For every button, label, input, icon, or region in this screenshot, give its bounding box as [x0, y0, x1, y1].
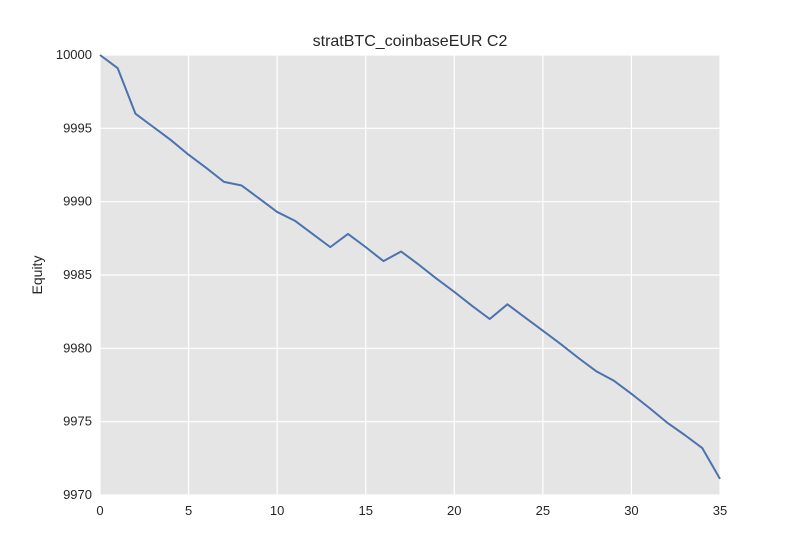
x-tick-label: 5: [185, 503, 192, 518]
equity-series-line: [99, 54, 721, 480]
y-tick-label: 9995: [63, 120, 92, 135]
x-tick-labels: 0 5 10 15 20 25 30 35: [96, 503, 727, 518]
series-layer: [99, 54, 721, 480]
y-tick-label: 9980: [63, 340, 92, 355]
x-tick-label: 20: [447, 503, 461, 518]
x-tick-label: 15: [358, 503, 372, 518]
y-tick-label: 10000: [56, 47, 92, 62]
y-tick-labels: 9970 9975 9980 9985 9990 9995 10000: [56, 47, 92, 502]
x-tick-label: 25: [536, 503, 550, 518]
y-tick-label: 9985: [63, 267, 92, 282]
y-axis-label: Equity: [29, 256, 45, 295]
y-tick-label: 9975: [63, 414, 92, 429]
chart-title: stratBTC_coinbaseEUR C2: [313, 33, 508, 50]
x-tick-label: 30: [624, 503, 638, 518]
x-tick-label: 0: [96, 503, 103, 518]
y-tick-label: 9990: [63, 194, 92, 209]
y-tick-label: 9970: [63, 487, 92, 502]
x-tick-label: 35: [713, 503, 727, 518]
x-tick-label: 10: [270, 503, 284, 518]
grid-layer: [99, 54, 721, 496]
